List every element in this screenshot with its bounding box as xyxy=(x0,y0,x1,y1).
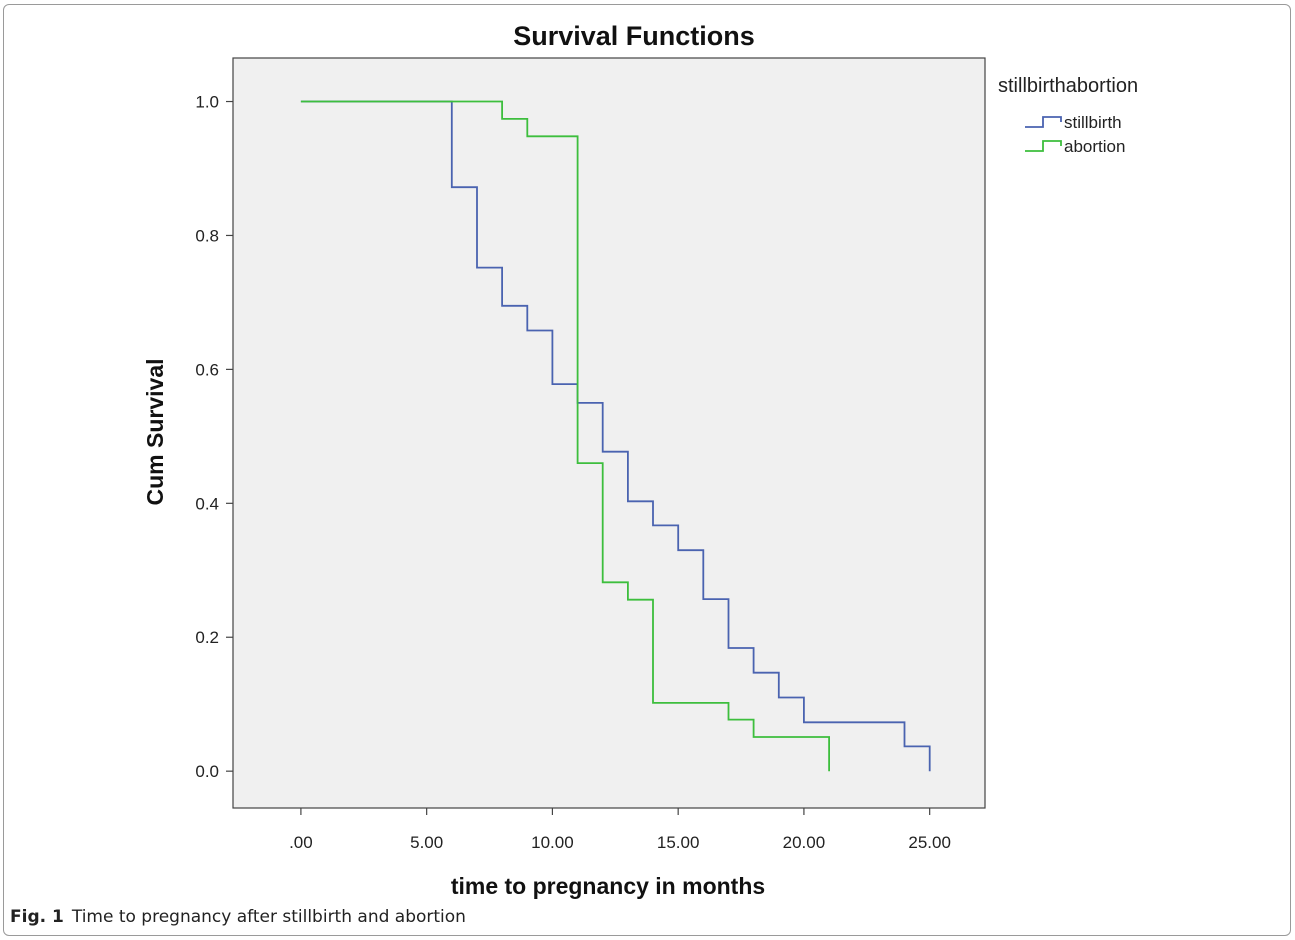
x-tick-label: 20.00 xyxy=(783,833,826,852)
series-group xyxy=(300,100,931,772)
x-axis: .00 5.00 10.00 15.00 20.00 25.00 xyxy=(289,808,951,852)
legend-label: stillbirth xyxy=(1064,113,1122,132)
chart-title: Survival Functions xyxy=(513,21,755,51)
legend-item-abortion: abortion xyxy=(1025,137,1125,156)
legend: stillbirth abortion xyxy=(1025,113,1125,156)
y-tick-label: 1.0 xyxy=(195,93,219,112)
caption-label: Fig. 1 xyxy=(10,907,64,927)
x-tick-label: 10.00 xyxy=(531,833,574,852)
legend-item-stillbirth: stillbirth xyxy=(1025,113,1122,132)
x-tick-label: 25.00 xyxy=(908,833,951,852)
x-tick-label: .00 xyxy=(289,833,313,852)
series-line-stillbirth xyxy=(300,100,931,772)
x-axis-label: time to pregnancy in months xyxy=(451,873,765,899)
y-tick-label: 0.8 xyxy=(195,226,219,245)
legend-swatch xyxy=(1025,116,1062,128)
x-tick-label: 5.00 xyxy=(410,833,443,852)
series-line-abortion xyxy=(300,100,830,772)
legend-swatch xyxy=(1025,140,1062,152)
y-axis: 0.0 0.2 0.4 0.6 0.8 1.0 xyxy=(195,93,233,781)
x-tick-label: 15.00 xyxy=(657,833,700,852)
caption-text: Time to pregnancy after stillbirth and a… xyxy=(71,907,466,927)
figure-caption: Fig. 1 Time to pregnancy after stillbirth… xyxy=(10,907,466,927)
y-axis-label: Cum Survival xyxy=(142,359,168,506)
y-tick-label: 0.4 xyxy=(195,494,219,513)
plot-area xyxy=(232,57,986,809)
y-tick-label: 0.0 xyxy=(195,762,219,781)
figure-frame xyxy=(3,4,1291,936)
y-tick-label: 0.2 xyxy=(195,628,219,647)
survival-chart: Survival Functions 0.0 0.2 0.4 0.6 0.8 1.0 .0… xyxy=(142,21,1138,899)
legend-label: abortion xyxy=(1064,137,1125,156)
y-tick-label: 0.6 xyxy=(195,360,219,379)
legend-title: stillbirthabortion xyxy=(998,75,1138,97)
